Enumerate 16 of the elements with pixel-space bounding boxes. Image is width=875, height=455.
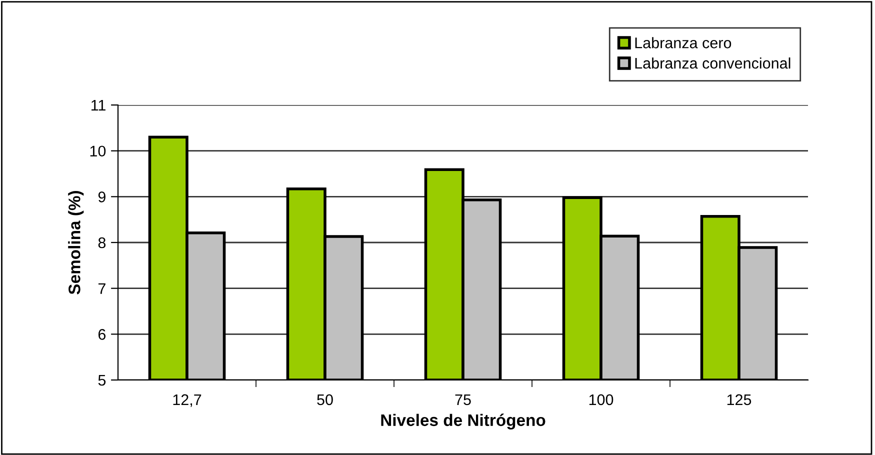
y-tick-label: 10 — [90, 146, 106, 157]
x-tick-label: 125 — [727, 394, 752, 406]
y-axis-title: Semolina (%) — [68, 191, 84, 294]
y-tick-label: 8 — [98, 237, 106, 248]
x-tick-label: 100 — [589, 394, 614, 406]
legend-label: Labranza cero — [635, 37, 732, 48]
y-tick-label: 11 — [91, 100, 106, 111]
y-tick-label: 6 — [98, 329, 106, 340]
x-tick-label: 12,7 — [173, 394, 202, 407]
x-tick-label: 75 — [455, 394, 471, 406]
x-tick-label: 50 — [317, 394, 333, 406]
y-tick-label: 5 — [98, 375, 106, 386]
legend-label: Labranza convencional — [635, 57, 790, 69]
y-tick-label: 7 — [98, 283, 106, 294]
x-axis-title: Niveles de Nitrógeno — [381, 414, 546, 430]
y-tick-label: 9 — [98, 192, 106, 202]
